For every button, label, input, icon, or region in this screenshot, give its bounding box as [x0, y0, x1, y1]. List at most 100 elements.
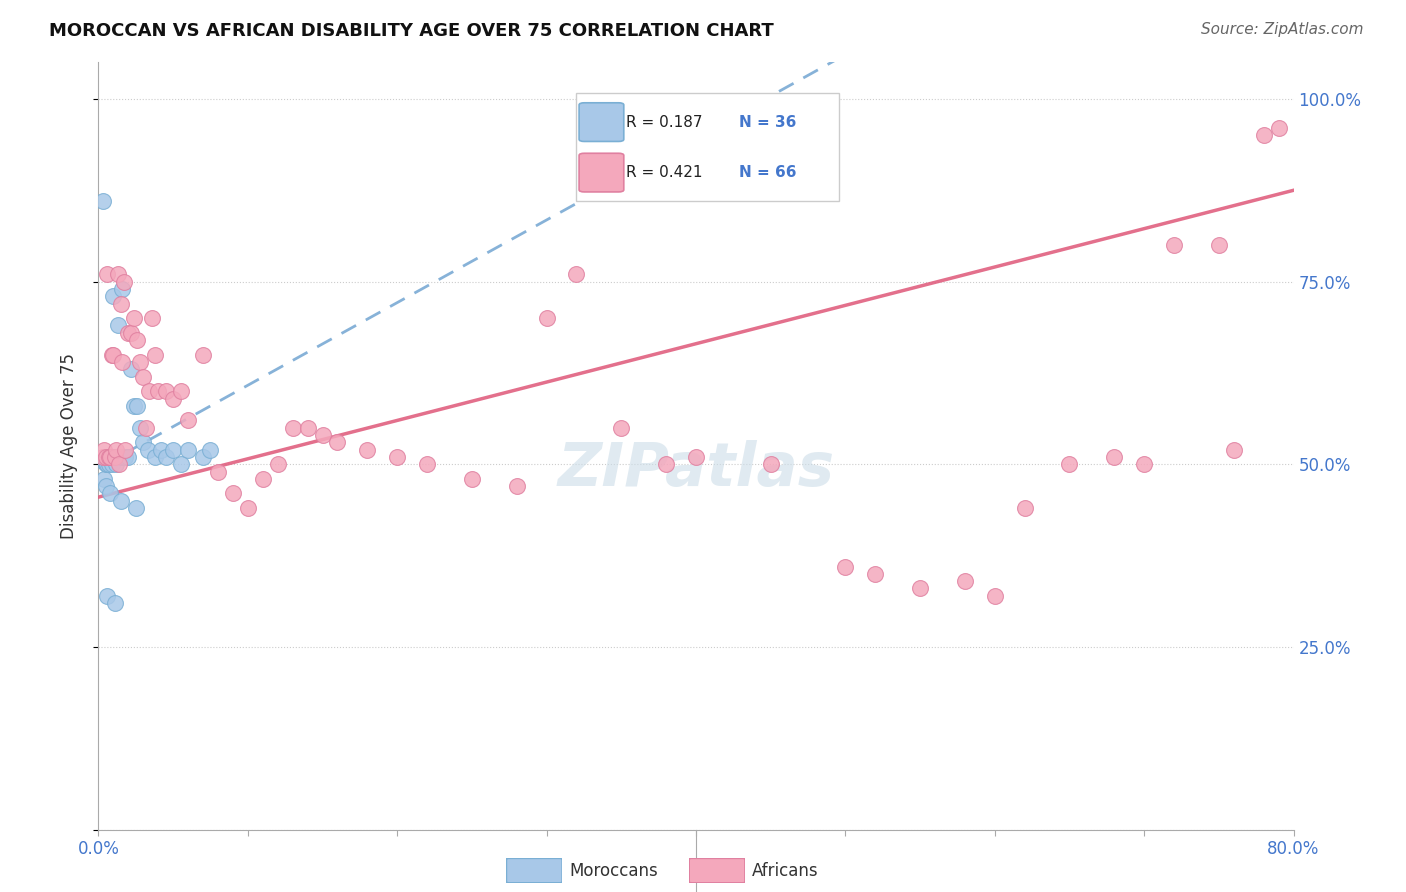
- Point: [356, 442, 378, 457]
- Point: [110, 493, 132, 508]
- Point: [129, 355, 152, 369]
- Point: [132, 435, 155, 450]
- Point: [200, 442, 222, 457]
- Point: [143, 348, 166, 362]
- Point: [536, 311, 558, 326]
- Point: [107, 268, 129, 282]
- Point: [127, 333, 149, 347]
- Point: [105, 442, 128, 457]
- Point: [127, 399, 149, 413]
- Point: [93, 442, 115, 457]
- Point: [141, 311, 163, 326]
- Point: [177, 442, 200, 457]
- Point: [103, 450, 125, 464]
- Point: [655, 457, 678, 471]
- Point: [91, 450, 114, 464]
- Point: [207, 465, 229, 479]
- Point: [191, 348, 214, 362]
- Point: [110, 450, 132, 464]
- Point: [104, 596, 127, 610]
- Point: [112, 275, 135, 289]
- Point: [111, 355, 134, 369]
- Point: [1163, 238, 1185, 252]
- FancyBboxPatch shape: [689, 858, 745, 883]
- Point: [110, 296, 132, 310]
- Point: [252, 472, 274, 486]
- Point: [125, 501, 148, 516]
- Point: [103, 289, 125, 303]
- Point: [1267, 121, 1289, 136]
- Point: [96, 457, 118, 471]
- Point: [984, 589, 1007, 603]
- Point: [93, 472, 115, 486]
- Point: [1104, 450, 1126, 464]
- Point: [107, 318, 129, 333]
- Point: [96, 268, 118, 282]
- Point: [610, 421, 633, 435]
- Point: [565, 268, 588, 282]
- Point: [385, 450, 409, 464]
- Point: [1059, 457, 1081, 471]
- Point: [135, 421, 157, 435]
- Point: [162, 392, 184, 406]
- Point: [1014, 501, 1036, 516]
- Point: [150, 442, 173, 457]
- Point: [148, 384, 170, 399]
- Point: [834, 559, 856, 574]
- Point: [1133, 457, 1156, 471]
- Text: ZIPatlas: ZIPatlas: [557, 440, 835, 499]
- Point: [124, 399, 146, 413]
- Text: Africans: Africans: [752, 862, 818, 880]
- Point: [117, 450, 139, 464]
- Point: [281, 421, 304, 435]
- Point: [759, 457, 782, 471]
- Point: [94, 479, 117, 493]
- Point: [1253, 128, 1275, 143]
- Point: [97, 457, 120, 471]
- Point: [94, 450, 117, 464]
- Point: [96, 589, 118, 603]
- Point: [132, 369, 155, 384]
- Point: [138, 384, 160, 399]
- Point: [155, 450, 177, 464]
- Point: [111, 282, 134, 296]
- Point: [1208, 238, 1230, 252]
- Point: [129, 421, 152, 435]
- Text: Source: ZipAtlas.com: Source: ZipAtlas.com: [1201, 22, 1364, 37]
- Point: [120, 362, 142, 376]
- Point: [326, 435, 349, 450]
- Point: [311, 428, 333, 442]
- Point: [169, 457, 191, 471]
- Point: [94, 450, 117, 464]
- Point: [120, 326, 142, 340]
- Point: [908, 582, 931, 596]
- Point: [98, 450, 122, 464]
- Point: [108, 457, 131, 471]
- Point: [297, 421, 319, 435]
- Point: [91, 194, 114, 209]
- Point: [191, 450, 214, 464]
- Point: [105, 457, 128, 471]
- Text: Moroccans: Moroccans: [569, 862, 658, 880]
- Point: [104, 450, 127, 464]
- Point: [136, 442, 159, 457]
- Point: [162, 442, 184, 457]
- Point: [416, 457, 439, 471]
- Point: [124, 311, 146, 326]
- Point: [267, 457, 290, 471]
- Point: [98, 486, 122, 500]
- Point: [103, 348, 125, 362]
- Text: MOROCCAN VS AFRICAN DISABILITY AGE OVER 75 CORRELATION CHART: MOROCCAN VS AFRICAN DISABILITY AGE OVER …: [49, 22, 773, 40]
- Point: [865, 566, 887, 581]
- Point: [155, 384, 177, 399]
- Point: [98, 450, 122, 464]
- Point: [506, 479, 529, 493]
- Point: [97, 450, 120, 464]
- Point: [169, 384, 191, 399]
- Point: [953, 574, 976, 589]
- Point: [114, 442, 136, 457]
- Point: [143, 450, 166, 464]
- Y-axis label: Disability Age Over 75: Disability Age Over 75: [59, 353, 77, 539]
- Point: [222, 486, 245, 500]
- Point: [236, 501, 259, 516]
